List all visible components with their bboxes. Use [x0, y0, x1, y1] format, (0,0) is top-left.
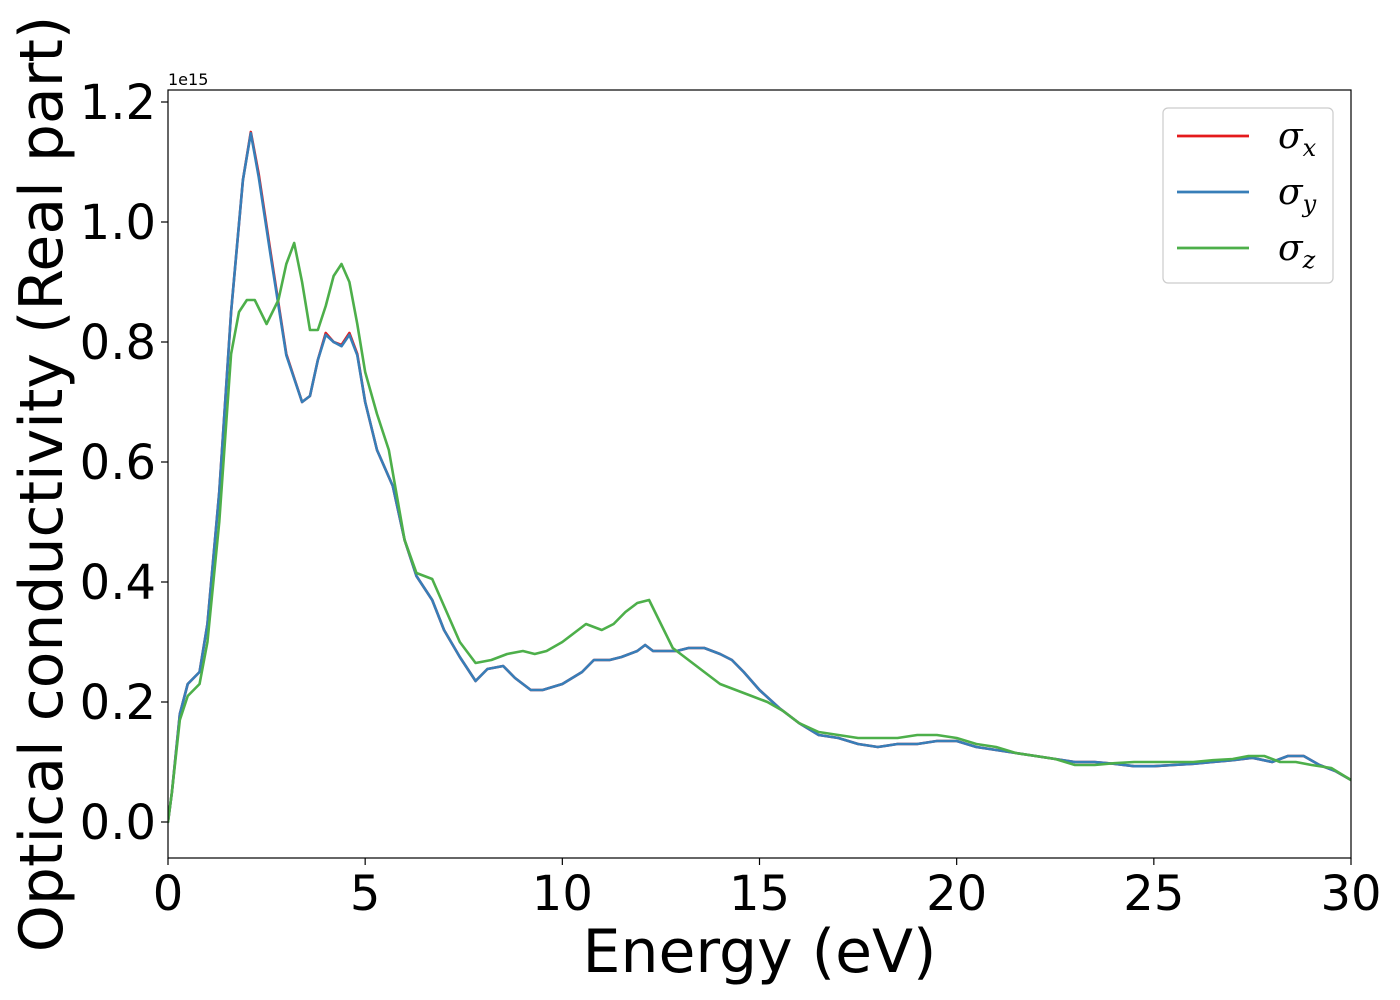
x-tick-label: 20 [926, 866, 987, 922]
y-tick-label: 1.2 [80, 75, 156, 131]
x-tick-label: 25 [1123, 866, 1184, 922]
x-tick-label: 0 [153, 866, 184, 922]
legend-box [1162, 107, 1334, 284]
y-tick-label: 0.0 [80, 795, 156, 851]
y-offset-label: 1e15 [168, 70, 208, 89]
y-tick-label: 0.8 [80, 315, 156, 371]
y-axis-label: Optical conductivity (Real part) [7, 16, 77, 953]
y-tick-label: 0.2 [80, 675, 156, 731]
y-axis: 0.0 0.2 0.4 0.6 0.8 1.0 1.2 [80, 75, 168, 851]
legend-label-z: σz [1278, 228, 1316, 274]
x-tick-label: 15 [729, 866, 790, 922]
legend: σx σy σz [1162, 107, 1334, 284]
x-axis: 0 5 10 15 20 25 30 [153, 858, 1382, 922]
y-tick-label: 1.0 [80, 195, 156, 251]
y-tick-label: 0.4 [80, 555, 156, 611]
x-tick-label: 10 [532, 866, 593, 922]
x-axis-label: Energy (eV) [583, 917, 937, 987]
x-tick-label: 5 [350, 866, 381, 922]
legend-label-x: σx [1278, 116, 1317, 162]
y-tick-label: 0.6 [80, 435, 156, 491]
series-line-z [168, 241, 1351, 824]
series-layer [168, 130, 1351, 824]
legend-label-y: σy [1278, 172, 1317, 218]
x-tick-label: 30 [1320, 866, 1381, 922]
